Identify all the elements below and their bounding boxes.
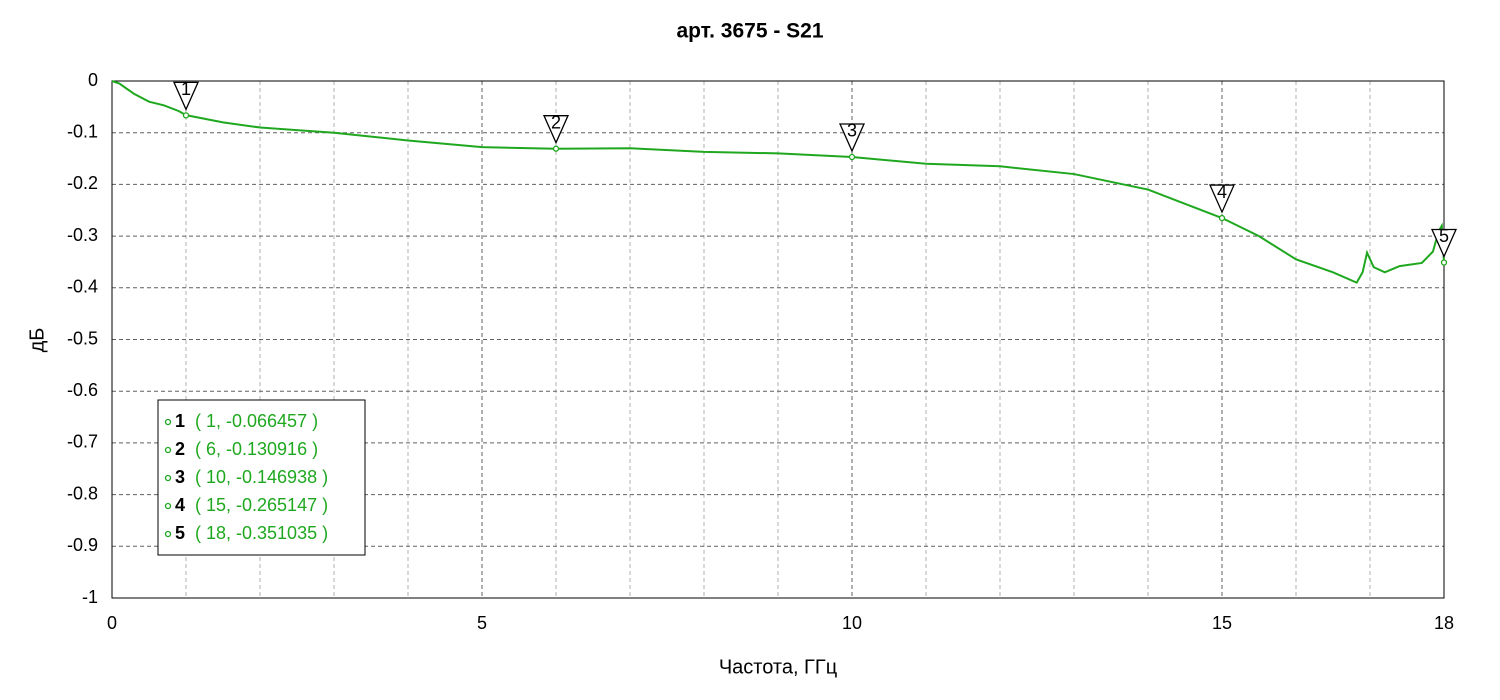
marker-flag (172, 81, 200, 111)
x-tick-label: 5 (477, 613, 487, 633)
x-axis-label: Частота, ГГц (719, 656, 837, 678)
x-tick-label: 18 (1434, 613, 1454, 633)
legend-text: ( 18, -0.351035 ) (195, 523, 328, 543)
y-tick-label: 0 (88, 70, 98, 90)
legend-number: 5 (175, 523, 185, 543)
y-tick-label: -0.4 (67, 277, 98, 297)
marker-number: 5 (1439, 226, 1449, 246)
y-tick-label: -0.8 (67, 483, 98, 503)
legend-box (157, 399, 366, 556)
marker-point (1218, 214, 1226, 222)
y-tick-label: -0.5 (67, 328, 98, 348)
marker-number: 4 (1217, 182, 1227, 202)
legend-number: 4 (175, 495, 185, 515)
y-tick-label: -0.3 (67, 225, 98, 245)
legend-text: ( 6, -0.130916 ) (195, 439, 318, 459)
legend-text: ( 15, -0.265147 ) (195, 495, 328, 515)
plot-frame (111, 80, 1445, 599)
x-tick-label: 0 (107, 613, 117, 633)
y-tick-label: -0.9 (67, 535, 98, 555)
marker-number: 1 (181, 79, 191, 99)
chart-title: арт. 3675 - S21 (676, 20, 823, 43)
marker-flag (1430, 228, 1458, 259)
y-tick-label: -0.1 (67, 121, 98, 141)
marker-flag (542, 115, 570, 145)
x-tick-label: 10 (842, 613, 862, 633)
y-tick-label: -0.6 (67, 380, 98, 400)
legend-number: 1 (175, 411, 185, 431)
marker-number: 2 (551, 112, 561, 132)
legend-text: ( 10, -0.146938 ) (195, 467, 328, 487)
marker-point (1440, 259, 1448, 266)
legend-text: ( 1, -0.066457 ) (195, 411, 318, 431)
y-tick-label: -0.7 (67, 432, 98, 452)
marker-point (848, 153, 856, 161)
legend-dot (164, 530, 172, 538)
y-tick-label: -0.2 (67, 173, 98, 193)
marker-point (182, 112, 190, 119)
legend-dot (164, 418, 172, 426)
legend-number: 2 (175, 439, 185, 459)
marker-number: 3 (847, 121, 857, 141)
x-tick-label: 15 (1212, 613, 1232, 633)
legend-dot (164, 474, 172, 482)
marker-point (552, 145, 560, 152)
y-axis-label: дБ (26, 328, 48, 353)
marker-flag (838, 123, 866, 153)
y-tick-label: -1 (82, 587, 98, 607)
legend-dot (164, 502, 172, 510)
marker-flag (1208, 184, 1236, 214)
legend-dot (164, 446, 172, 454)
legend-number: 3 (175, 467, 185, 487)
